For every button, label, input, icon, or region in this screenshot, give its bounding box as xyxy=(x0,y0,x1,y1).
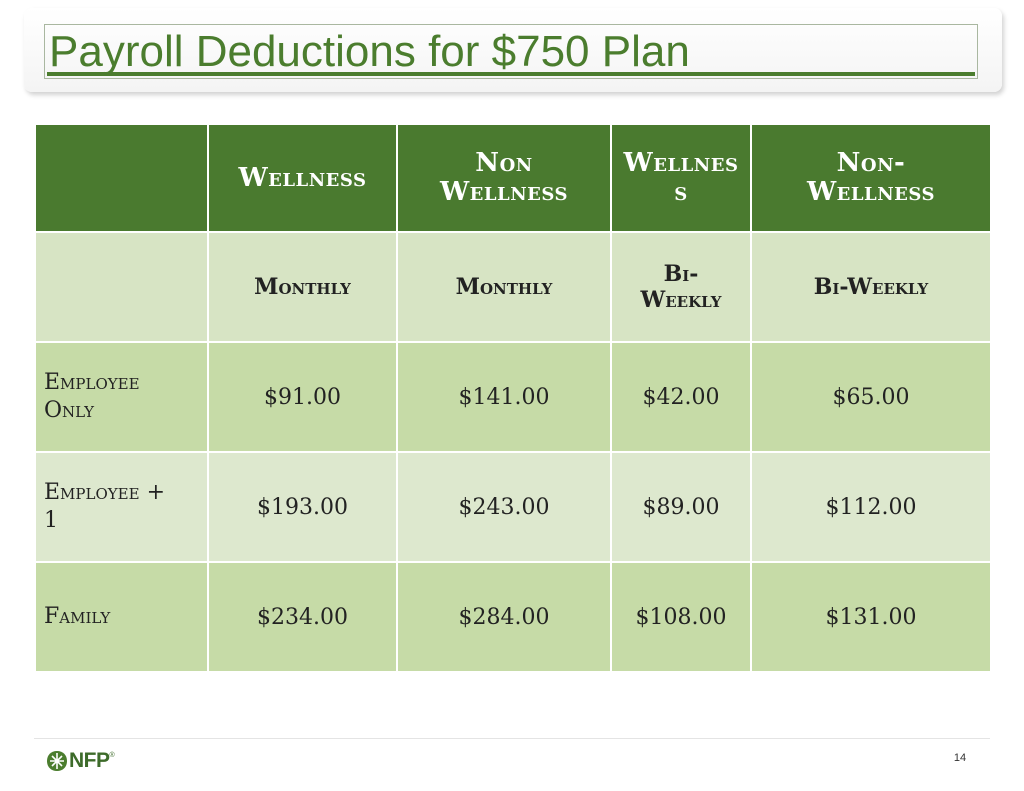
table-row: Employee +1 $193.00 $243.00 $89.00 $112.… xyxy=(34,451,992,563)
title-underline xyxy=(47,72,975,76)
table-cell: $42.00 xyxy=(610,341,752,453)
subheader-cell-empty xyxy=(34,231,209,343)
subheader-cell-biweekly-2: Bi-Weekly xyxy=(750,231,992,343)
table-cell: $284.00 xyxy=(396,561,612,673)
subheader-cell-monthly: Monthly xyxy=(207,231,398,343)
table-row: Family $234.00 $284.00 $108.00 $131.00 xyxy=(34,561,992,673)
table-cell: $65.00 xyxy=(750,341,992,453)
page-title: Payroll Deductions for $750 Plan xyxy=(49,27,690,76)
page-number: 14 xyxy=(953,752,967,764)
table-subheader-row: Monthly Monthly Bi- Weekly Bi-Weekly xyxy=(34,231,992,343)
header-cell-non-wellness: Non Wellness xyxy=(396,123,612,233)
row-label: Employee +1 xyxy=(34,451,209,563)
table-row: Employee Only $91.00 $141.00 $42.00 $65.0… xyxy=(34,341,992,453)
footer-divider xyxy=(34,738,990,739)
header-cell-empty xyxy=(34,123,209,233)
header-cell-non-wellness-biweekly: Non- Wellness xyxy=(750,123,992,233)
nfp-logo-icon xyxy=(47,751,67,771)
row-label: Employee Only xyxy=(34,341,209,453)
logo-text: NFP xyxy=(69,749,110,772)
row-label: Family xyxy=(34,561,209,673)
subheader-cell-monthly-2: Monthly xyxy=(396,231,612,343)
table-cell: $234.00 xyxy=(207,561,398,673)
table-cell: $243.00 xyxy=(396,451,612,563)
table-cell: $193.00 xyxy=(207,451,398,563)
title-box: Payroll Deductions for $750 Plan xyxy=(44,24,978,79)
logo-registered-mark: ® xyxy=(109,752,115,759)
table-cell: $89.00 xyxy=(610,451,752,563)
table-cell: $131.00 xyxy=(750,561,992,673)
header-cell-wellness: Wellness xyxy=(207,123,398,233)
table-cell: $112.00 xyxy=(750,451,992,563)
deductions-table: Wellness Non Wellness Wellnes s Non- Wellne… xyxy=(34,123,992,673)
table-cell: $91.00 xyxy=(207,341,398,453)
header-cell-wellness-biweekly: Wellnes s xyxy=(610,123,752,233)
table-cell: $108.00 xyxy=(610,561,752,673)
nfp-logo: NFP ® xyxy=(46,749,115,772)
subheader-cell-biweekly: Bi- Weekly xyxy=(610,231,752,343)
table-cell: $141.00 xyxy=(396,341,612,453)
table-header-row: Wellness Non Wellness Wellnes s Non- Wellne… xyxy=(34,123,992,233)
